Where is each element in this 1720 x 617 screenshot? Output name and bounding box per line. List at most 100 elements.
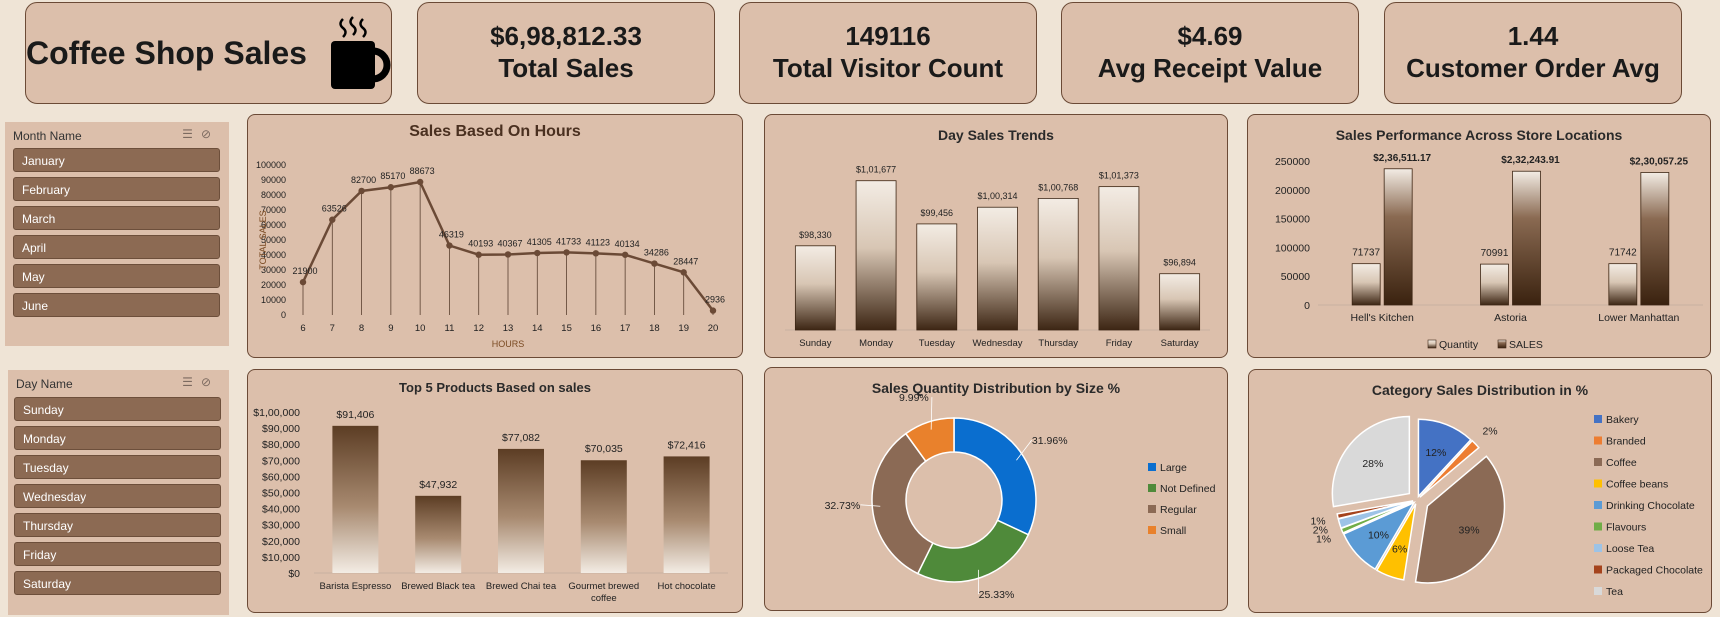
x-tick-label: Wednesday xyxy=(973,338,1023,349)
day-item-saturday[interactable]: Saturday xyxy=(14,571,221,595)
bar xyxy=(498,448,544,573)
data-label: 63526 xyxy=(322,204,347,214)
x-tick-label: Saturday xyxy=(1161,338,1199,349)
day-item-monday[interactable]: Monday xyxy=(14,426,221,450)
legend-swatch xyxy=(1594,501,1602,509)
data-label: $96,894 xyxy=(1163,258,1196,268)
legend-label: Small xyxy=(1160,525,1186,537)
data-label: 82700 xyxy=(351,175,376,185)
legend-label: Branded xyxy=(1606,436,1646,448)
pie-slice xyxy=(1375,503,1417,581)
data-label: $1,00,314 xyxy=(977,191,1017,201)
x-tick-label: Friday xyxy=(1106,338,1133,349)
kpi-value: 149116 xyxy=(845,21,931,51)
bar xyxy=(1037,198,1079,331)
y-tick-label: 0 xyxy=(1304,300,1310,312)
hourly-sales-plot: 0 10000 20000 30000 40000 50000 60000 70000 8000… xyxy=(256,160,725,349)
day-sales-chart: Day Sales Trends $98,330 Sunday $1,01,677 M… xyxy=(764,114,1228,358)
kpi-value: 1.44 xyxy=(1507,21,1559,51)
y-tick-label: $50,000 xyxy=(262,488,300,500)
data-label: $1,01,373 xyxy=(1099,171,1139,181)
day-item-tuesday[interactable]: Tuesday xyxy=(14,455,221,479)
data-label: 1% xyxy=(1316,533,1331,545)
data-label: 2936 xyxy=(705,295,725,305)
y-tick-label: $0 xyxy=(288,568,300,580)
data-label: $2,30,057.25 xyxy=(1630,156,1689,167)
legend-label: Coffee beans xyxy=(1606,479,1668,491)
data-label: 2% xyxy=(1313,524,1328,536)
data-point xyxy=(387,184,395,191)
x-tick-label: Thursday xyxy=(1038,338,1078,349)
month-item-april[interactable]: April xyxy=(13,235,220,259)
day-item-friday[interactable]: Friday xyxy=(14,542,221,566)
x-tick-label: Monday xyxy=(859,338,893,349)
legend-label: Large xyxy=(1160,462,1187,474)
y-tick-label: 150000 xyxy=(1275,214,1310,226)
legend-label: Not Defined xyxy=(1160,483,1216,495)
x-tick-label: Gourmet brewed xyxy=(568,581,639,592)
day-item-thursday[interactable]: Thursday xyxy=(14,513,221,537)
month-item-may[interactable]: May xyxy=(13,264,220,288)
bar xyxy=(1512,170,1541,306)
data-label: 85170 xyxy=(380,171,405,181)
legend-label: Tea xyxy=(1606,586,1623,598)
x-tick-label: 15 xyxy=(561,323,572,334)
y-tick-label: $70,000 xyxy=(262,455,300,467)
x-tick-label: 11 xyxy=(444,323,454,334)
clear-filter-icon[interactable]: ⊘ xyxy=(200,127,219,141)
y-tick-label: $1,00,000 xyxy=(253,407,300,419)
legend-swatch xyxy=(1427,339,1437,349)
data-point xyxy=(416,178,424,186)
legend-label: Quantity xyxy=(1439,339,1479,351)
kpi-customer-order-avg: 1.44 Customer Order Avg xyxy=(1384,2,1682,104)
bar xyxy=(916,223,958,331)
chart-title: Day Sales Trends xyxy=(938,127,1054,143)
data-label: 34286 xyxy=(644,248,669,258)
legend-label: Flavours xyxy=(1606,522,1646,534)
x-tick-label: Brewed Black tea xyxy=(401,581,476,592)
clear-filter-icon[interactable]: ⊘ xyxy=(200,375,219,389)
bar xyxy=(1383,168,1413,306)
x-tick-label: coffee xyxy=(591,593,617,604)
data-label: 2% xyxy=(1482,425,1497,437)
month-item-january[interactable]: January xyxy=(13,148,220,172)
x-tick-label: Hot chocolate xyxy=(658,581,716,592)
kpi-value: $6,98,812.33 xyxy=(490,21,642,51)
y-axis-label: TOTAL SALES xyxy=(258,210,268,269)
bar xyxy=(855,180,897,331)
kpi-avg-receipt-value: $4.69 Avg Receipt Value xyxy=(1061,2,1359,104)
x-tick-label: Tuesday xyxy=(919,338,955,349)
multi-select-icon[interactable]: ☰ xyxy=(182,127,201,141)
day-item-sunday[interactable]: Sunday xyxy=(14,397,221,421)
y-tick-label: 70000 xyxy=(261,205,286,215)
month-item-february[interactable]: February xyxy=(13,177,220,201)
data-label: 10% xyxy=(1368,530,1389,542)
legend-swatch xyxy=(1594,587,1602,595)
data-point xyxy=(329,216,336,223)
data-label: $91,406 xyxy=(336,409,374,421)
x-tick-label: 20 xyxy=(708,323,719,334)
data-point xyxy=(592,250,600,257)
month-item-march[interactable]: March xyxy=(13,206,220,230)
bar xyxy=(1640,172,1670,306)
kpi-label: Avg Receipt Value xyxy=(1097,53,1323,83)
day-item-wednesday[interactable]: Wednesday xyxy=(14,484,221,508)
multi-select-icon[interactable]: ☰ xyxy=(182,375,201,389)
data-label: 28447 xyxy=(673,256,698,266)
data-label: $77,082 xyxy=(502,432,540,444)
month-item-june[interactable]: June xyxy=(13,293,220,317)
data-label: 28% xyxy=(1362,458,1383,470)
data-label: 9.99% xyxy=(899,392,929,404)
data-label: 1% xyxy=(1310,515,1325,527)
pie-slice xyxy=(1331,415,1411,508)
hourly-sales-chart: Sales Based On Hours 0 10000 20000 30000 400… xyxy=(247,114,743,358)
coffee-cup-icon xyxy=(330,16,391,89)
data-label: $99,456 xyxy=(921,208,954,218)
legend-swatch xyxy=(1594,479,1602,488)
data-label: 41305 xyxy=(527,237,552,247)
y-tick-label: $90,000 xyxy=(262,423,300,435)
legend-label: Loose Tea xyxy=(1606,543,1654,555)
chart-title: Sales Quantity Distribution by Size % xyxy=(871,380,1121,396)
kpi-total-visitor-count: 149116 Total Visitor Count xyxy=(739,2,1037,104)
category-distribution-plot: 12%2%39%6%10%1%2%1%28%BakeryBrandedCoffe… xyxy=(1310,414,1703,598)
